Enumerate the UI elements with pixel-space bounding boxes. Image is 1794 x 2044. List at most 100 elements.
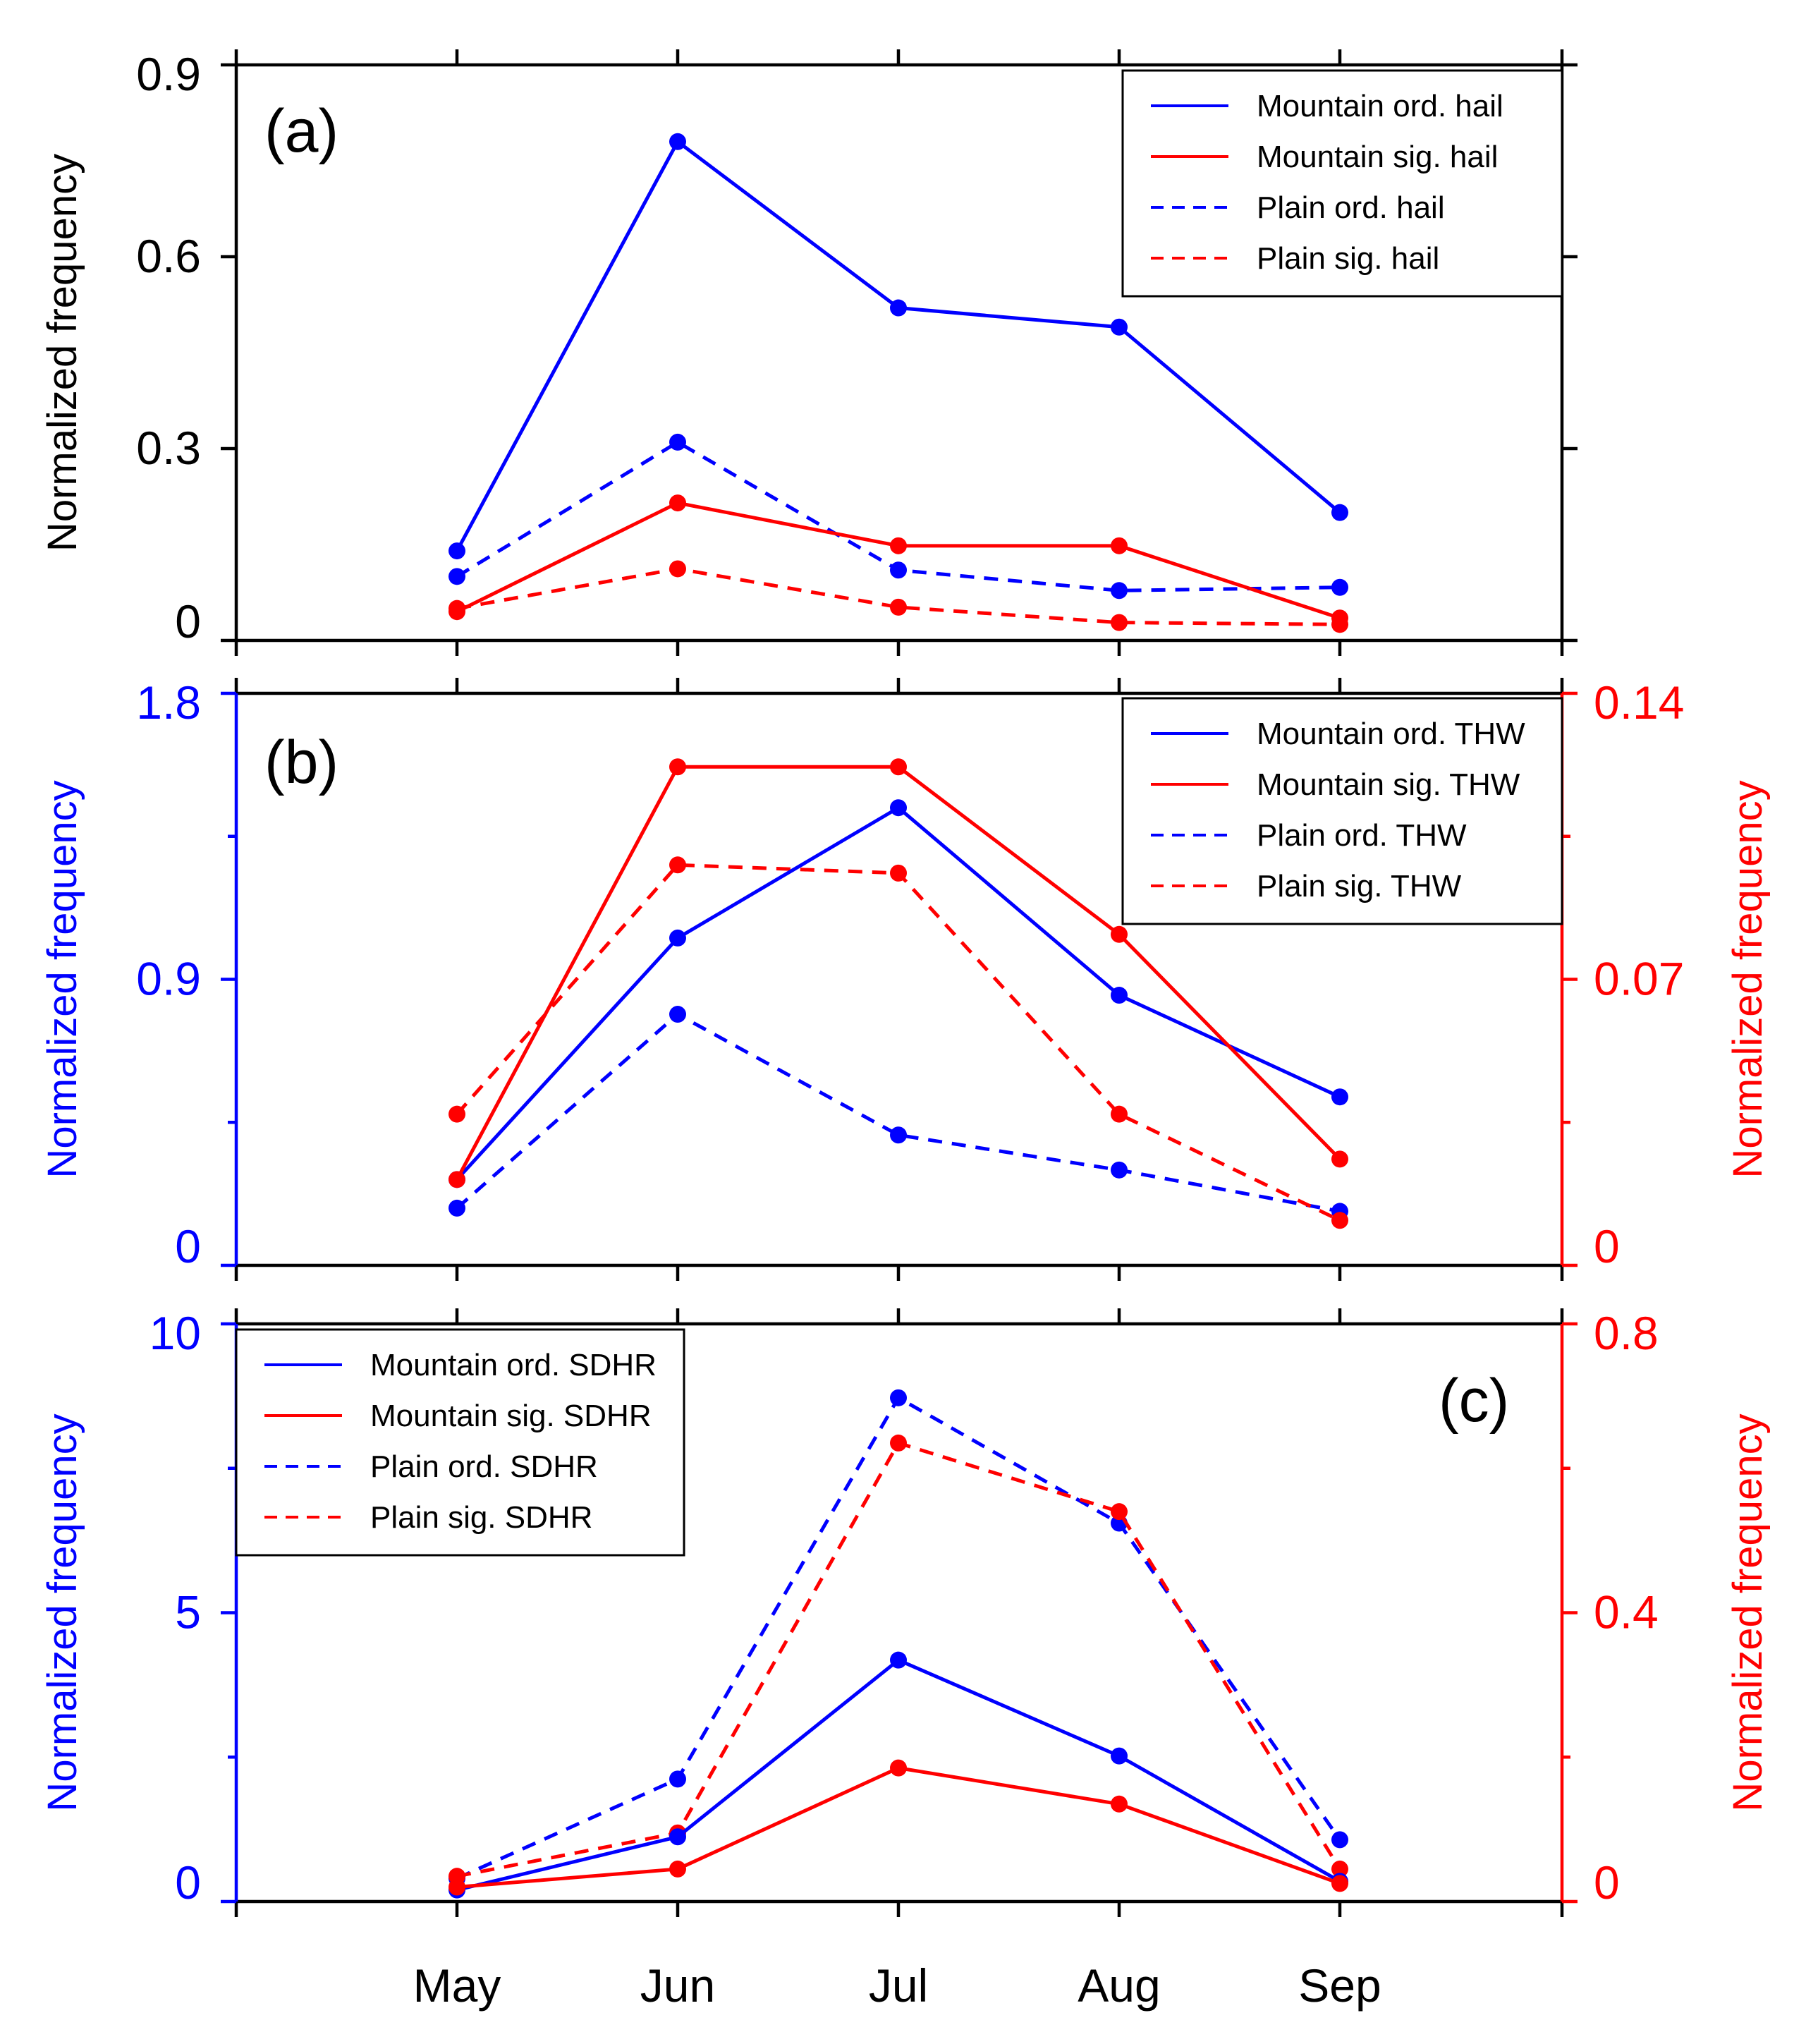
legend-entry-label: Mountain sig. SDHR bbox=[370, 1399, 652, 1433]
data-point bbox=[669, 1006, 686, 1023]
legend-entry-label: Plain sig. SDHR bbox=[370, 1500, 592, 1535]
legend-entry-label: Mountain ord. THW bbox=[1257, 717, 1525, 751]
data-point bbox=[448, 1199, 465, 1217]
y-left-tick-label: 0.9 bbox=[136, 953, 201, 1005]
panel-label: (a) bbox=[264, 97, 338, 165]
data-point bbox=[669, 433, 686, 451]
data-point bbox=[1111, 1161, 1128, 1179]
y-left-tick-label: 0.9 bbox=[136, 48, 201, 100]
y-left-tick-label: 0 bbox=[175, 1856, 201, 1909]
data-point bbox=[669, 494, 686, 512]
data-point bbox=[1111, 582, 1128, 600]
data-point bbox=[890, 1651, 907, 1669]
data-point bbox=[448, 1171, 465, 1188]
data-point bbox=[890, 799, 907, 817]
series-plain-sig-thw bbox=[448, 856, 1348, 1229]
legend-entry-label: Mountain ord. hail bbox=[1257, 89, 1503, 123]
series-mountain-sig-hail bbox=[448, 494, 1348, 627]
data-point bbox=[890, 561, 907, 579]
series-mountain-sig-sdhr bbox=[448, 1759, 1348, 1896]
data-point bbox=[669, 1770, 686, 1788]
legend-entry-label: Plain sig. hail bbox=[1257, 241, 1439, 276]
panels: 0 0.3 0.6 0.9 Normalized frequency (a) Mountai… bbox=[39, 48, 1771, 1917]
month-label-sep: Sep bbox=[1298, 1959, 1381, 2012]
y-left-tick-label: 1.8 bbox=[136, 676, 201, 729]
y-right-tick-label: 0 bbox=[1594, 1220, 1620, 1272]
data-point bbox=[1111, 614, 1128, 631]
data-point bbox=[890, 864, 907, 882]
series-line bbox=[456, 1012, 1341, 1213]
data-point bbox=[1331, 609, 1348, 627]
data-point bbox=[1331, 1212, 1348, 1229]
legend-entry-label: Plain ord. hail bbox=[1257, 190, 1445, 225]
data-point bbox=[669, 929, 686, 947]
data-point bbox=[1111, 537, 1128, 554]
series-mountain-ord-hail bbox=[448, 133, 1348, 560]
data-point bbox=[890, 299, 907, 317]
panel-label: (c) bbox=[1439, 1367, 1509, 1435]
data-point bbox=[669, 1860, 686, 1878]
legend-entry-label: Plain ord. THW bbox=[1257, 818, 1467, 853]
y-left-tick-label: 5 bbox=[175, 1586, 201, 1638]
data-point bbox=[1111, 318, 1128, 336]
data-point bbox=[1111, 1105, 1128, 1123]
legend-entry-label: Mountain ord. SDHR bbox=[370, 1348, 657, 1382]
legend: Mountain ord. THW Mountain sig. THW Plain … bbox=[1121, 697, 1563, 925]
data-point bbox=[1331, 1860, 1348, 1878]
data-point bbox=[1111, 1747, 1128, 1765]
data-point bbox=[1111, 1503, 1128, 1521]
month-label-may: May bbox=[413, 1959, 501, 2012]
data-point bbox=[890, 1389, 907, 1406]
data-point bbox=[448, 542, 465, 560]
series-plain-sig-hail bbox=[448, 560, 1348, 633]
y-right-label: Normalized frequency bbox=[1725, 1413, 1771, 1811]
data-point bbox=[1331, 1088, 1348, 1106]
data-point bbox=[669, 856, 686, 874]
y-right-label: Normalized frequency bbox=[1725, 780, 1771, 1178]
data-point bbox=[890, 537, 907, 554]
y-left-tick-label: 10 bbox=[150, 1307, 201, 1359]
panel-label: (b) bbox=[264, 729, 338, 796]
legend-entry-label: Plain ord. SDHR bbox=[370, 1449, 598, 1484]
data-point bbox=[890, 758, 907, 776]
series-plain-ord-hail bbox=[448, 433, 1348, 600]
data-point bbox=[1111, 925, 1128, 943]
y-right-tick-label: 0.4 bbox=[1594, 1586, 1659, 1638]
data-point bbox=[669, 1828, 686, 1846]
data-point bbox=[448, 1105, 465, 1123]
panel-2: 0 0.9 1.8 0 0.07 0.14 Normalized frequency Norm… bbox=[39, 676, 1771, 1281]
y-left-tick-label: 0.3 bbox=[136, 422, 201, 474]
data-point bbox=[448, 1878, 465, 1896]
series-mountain-sig-thw bbox=[448, 758, 1348, 1188]
data-point bbox=[1111, 1795, 1128, 1813]
data-point bbox=[890, 1434, 907, 1452]
series-line bbox=[456, 566, 1341, 626]
data-point bbox=[1331, 1831, 1348, 1849]
data-point bbox=[1331, 1875, 1348, 1892]
y-left-tick-label: 0 bbox=[175, 1220, 201, 1272]
legend-entry-label: Plain sig. THW bbox=[1257, 869, 1462, 904]
month-label-jul: Jul bbox=[869, 1959, 928, 2012]
data-point bbox=[890, 1126, 907, 1144]
data-point bbox=[890, 1759, 907, 1777]
data-point bbox=[448, 568, 465, 585]
data-point bbox=[669, 560, 686, 578]
month-labels: May Jun Jul Aug Sep bbox=[413, 1959, 1381, 2012]
y-left-label: Normalized frequency bbox=[39, 154, 85, 552]
month-label-aug: Aug bbox=[1078, 1959, 1160, 2012]
y-left-tick-label: 0 bbox=[175, 595, 201, 647]
panel-3: 0 5 10 0 0.4 0.8 Normalized frequency Normalize… bbox=[39, 1307, 1771, 1917]
y-right-tick-label: 0.14 bbox=[1594, 676, 1684, 729]
panel-1: 0 0.3 0.6 0.9 Normalized frequency (a) Mountai… bbox=[39, 48, 1578, 656]
data-point bbox=[1331, 1150, 1348, 1168]
y-left-label: Normalized frequency bbox=[39, 1413, 85, 1811]
y-right-tick-label: 0 bbox=[1594, 1856, 1620, 1909]
data-point bbox=[669, 758, 686, 776]
legend-entry-label: Mountain sig. THW bbox=[1257, 767, 1520, 802]
series-line bbox=[456, 1766, 1341, 1890]
legend-entry-label: Mountain sig. hail bbox=[1257, 140, 1498, 174]
data-point bbox=[890, 598, 907, 616]
data-point bbox=[448, 603, 465, 621]
data-point bbox=[669, 133, 686, 150]
